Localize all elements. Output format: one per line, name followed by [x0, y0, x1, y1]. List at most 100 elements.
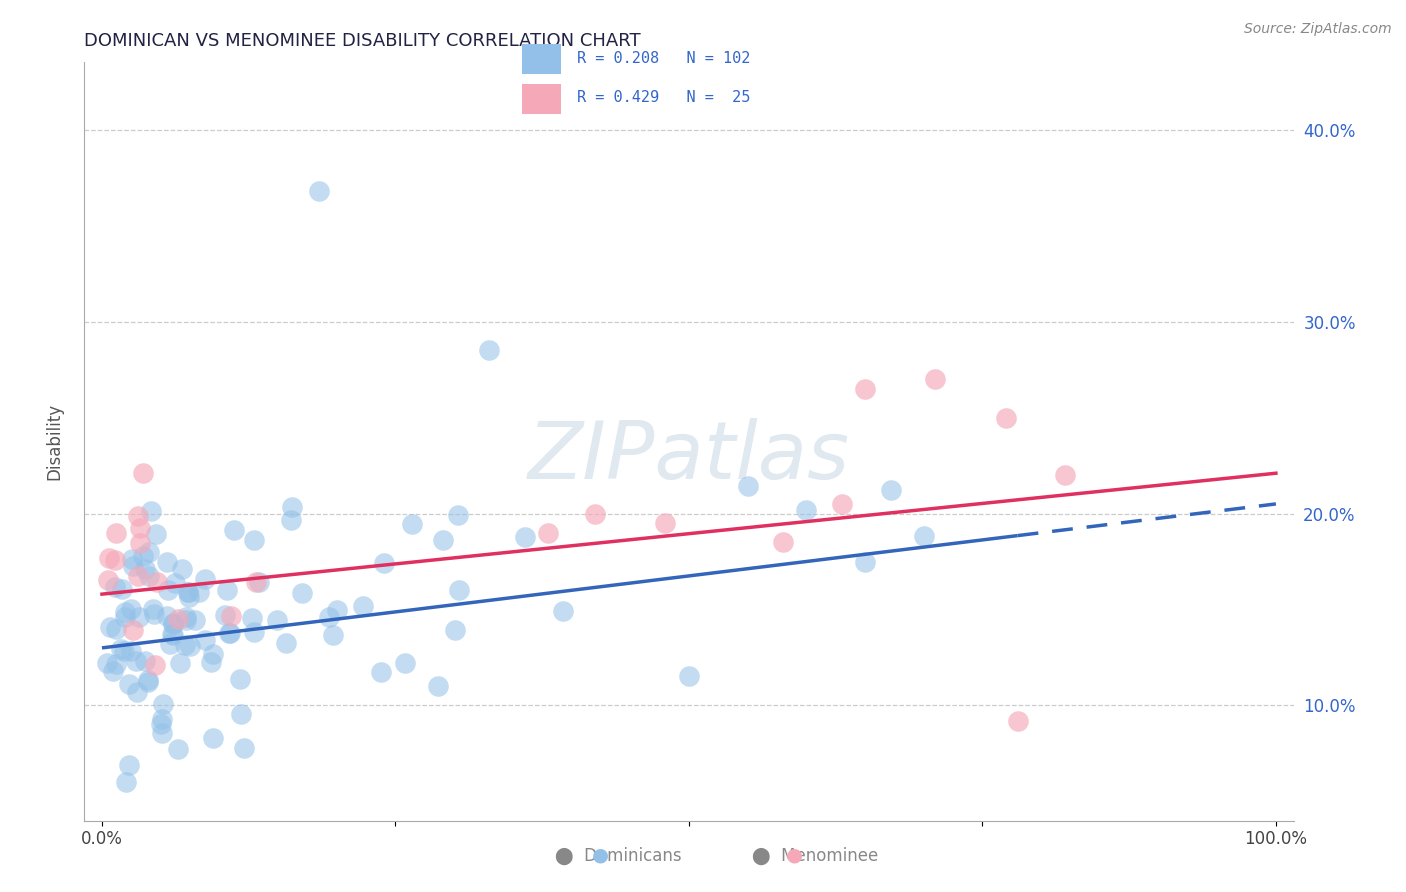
Point [1007, 714, 1029, 728]
Point [245, 575, 267, 590]
Point [426, 679, 449, 693]
Point [117, 677, 139, 691]
Point [222, 523, 245, 537]
Point [122, 558, 145, 573]
Point [394, 656, 416, 670]
Text: ⬤  Menominee: ⬤ Menominee [752, 847, 879, 865]
Point [214, 607, 236, 622]
Point [879, 483, 901, 497]
Point [447, 583, 470, 598]
Point [114, 605, 136, 619]
FancyBboxPatch shape [522, 44, 561, 74]
Point [551, 604, 574, 618]
Point [202, 647, 225, 661]
Text: Source: ZipAtlas.com: Source: ZipAtlas.com [1244, 22, 1392, 37]
Point [138, 673, 160, 688]
Point [737, 478, 759, 492]
Point [162, 616, 184, 631]
Point [96, 657, 118, 671]
Point [98, 620, 121, 634]
Point [276, 636, 298, 650]
Point [194, 633, 217, 648]
Point [131, 549, 153, 563]
Point [291, 585, 314, 599]
Point [187, 584, 209, 599]
Point [247, 575, 270, 590]
Point [513, 530, 536, 544]
Point [110, 641, 132, 656]
Point [174, 609, 197, 624]
Point [853, 382, 876, 396]
Point [104, 526, 127, 541]
Point [194, 572, 217, 586]
Text: R = 0.429   N =  25: R = 0.429 N = 25 [576, 90, 751, 105]
Point [443, 623, 465, 637]
Point [280, 513, 302, 527]
Point [242, 625, 264, 640]
Point [218, 625, 240, 640]
Point [229, 672, 252, 686]
Point [134, 562, 156, 576]
Point [125, 685, 148, 699]
Point [125, 654, 148, 668]
Text: ⬤  Dominicans: ⬤ Dominicans [555, 847, 682, 865]
Point [831, 497, 853, 511]
Point [111, 582, 134, 596]
Point [215, 582, 238, 597]
Point [127, 569, 149, 583]
Point [174, 613, 197, 627]
Point [156, 555, 179, 569]
Point [537, 525, 560, 540]
Point [118, 758, 141, 772]
Text: ZIPatlas: ZIPatlas [527, 417, 851, 496]
Point [370, 665, 392, 680]
Point [141, 504, 163, 518]
Point [138, 675, 160, 690]
Point [200, 655, 222, 669]
Point [179, 639, 201, 653]
Point [142, 607, 165, 622]
Point [401, 517, 423, 532]
Point [159, 637, 181, 651]
Point [179, 590, 201, 604]
Point [174, 638, 197, 652]
Point [127, 508, 149, 523]
Point [478, 343, 501, 358]
Point [115, 775, 138, 789]
Point [156, 609, 179, 624]
Point [166, 741, 188, 756]
Point [149, 717, 172, 731]
Point [150, 725, 173, 739]
Point [105, 622, 128, 636]
Point [308, 184, 330, 198]
Point [432, 533, 454, 547]
Point [242, 610, 264, 624]
Point [373, 556, 395, 570]
Y-axis label: Disability: Disability [45, 403, 63, 480]
Point [233, 740, 256, 755]
Point [143, 657, 166, 672]
Point [138, 545, 160, 559]
Point [583, 507, 606, 521]
Point [104, 553, 127, 567]
Point [97, 574, 120, 588]
Point [280, 500, 302, 514]
Text: ●: ● [592, 845, 609, 864]
Point [170, 562, 193, 576]
Text: DOMINICAN VS MENOMINEE DISABILITY CORRELATION CHART: DOMINICAN VS MENOMINEE DISABILITY CORREL… [84, 32, 641, 50]
Point [243, 533, 266, 548]
Point [169, 657, 191, 671]
Point [177, 585, 200, 599]
Point [162, 628, 184, 642]
Point [129, 521, 152, 535]
Point [104, 657, 127, 671]
Point [219, 625, 242, 640]
Point [163, 576, 186, 591]
Point [772, 535, 794, 549]
Point [97, 551, 120, 566]
Point [122, 624, 145, 638]
Point [177, 584, 200, 599]
Point [678, 668, 700, 682]
Point [912, 528, 935, 542]
Point [794, 503, 817, 517]
